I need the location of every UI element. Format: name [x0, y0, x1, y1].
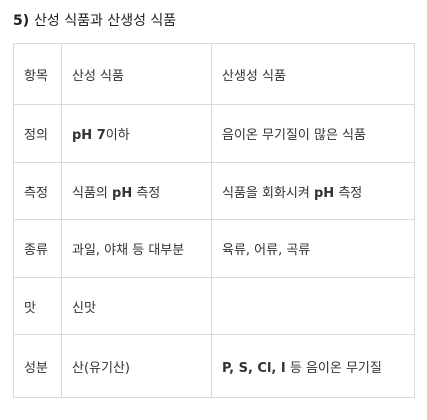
title-number: 5) [13, 13, 30, 29]
acid-forming-food-cell: 음이온 무기질이 많은 식품 [211, 104, 415, 163]
cell-bold-text: pH [314, 185, 335, 201]
acid-forming-food-cell: P, S, Cl, I 등 음이온 무기질 [211, 334, 415, 398]
acid-forming-food-cell [211, 277, 415, 335]
header-acid-food: 산성 식품 [61, 43, 212, 105]
acid-food-cell: 식품의 pH 측정 [61, 162, 212, 220]
cell-text: 산(유기산) [72, 360, 130, 376]
row-item-label: 성분 [13, 334, 62, 398]
table-row: 성분 산(유기산) P, S, Cl, I 등 음이온 무기질 [13, 334, 415, 398]
acid-food-cell: pH 7이하 [61, 104, 212, 163]
header-acid-forming-food: 산생성 식품 [211, 43, 415, 105]
title-text: 산성 식품과 산생성 식품 [34, 13, 177, 29]
cell-text: 측정 [334, 185, 363, 201]
cell-text: 육류, 어류, 곡류 [222, 243, 311, 258]
cell-text: 식품을 회화시켜 [222, 185, 314, 201]
cell-text: 신맛 [72, 300, 96, 316]
row-item-label: 종류 [13, 219, 62, 278]
acid-food-cell: 신맛 [61, 277, 212, 335]
acid-forming-food-cell: 식품을 회화시켜 pH 측정 [211, 162, 415, 220]
cell-text: 이하 [105, 128, 130, 143]
cell-text: 음이온 무기질이 많은 식품 [222, 128, 366, 143]
page-title: 5) 산성 식품과 산생성 식품 [13, 10, 176, 30]
acid-food-cell: 산(유기산) [61, 334, 212, 398]
comparison-table: 항목 산성 식품 산생성 식품 정의 pH 7이하 음이온 무기질이 많은 식품… [13, 43, 415, 398]
row-item-label: 맛 [13, 277, 62, 335]
cell-text: 측정 [132, 185, 161, 201]
row-item-label: 정의 [13, 104, 62, 163]
table-row: 맛 신맛 [13, 277, 415, 335]
acid-forming-food-cell: 육류, 어류, 곡류 [211, 219, 415, 278]
acid-food-cell: 과일, 야채 등 대부분 [61, 219, 212, 278]
table-row: 종류 과일, 야채 등 대부분 육류, 어류, 곡류 [13, 219, 415, 278]
cell-text: 식품의 [72, 185, 113, 201]
cell-bold-text: pH [112, 185, 133, 201]
header-item: 항목 [13, 43, 62, 105]
cell-bold-text: pH 7 [72, 128, 106, 143]
cell-text: 등 음이온 무기질 [285, 360, 382, 376]
table-header-row: 항목 산성 식품 산생성 식품 [13, 43, 415, 105]
cell-bold-text: P, S, Cl, I [222, 360, 286, 376]
cell-text: 과일, 야채 등 대부분 [72, 243, 185, 258]
table-row: 정의 pH 7이하 음이온 무기질이 많은 식품 [13, 104, 415, 163]
table-row: 측정 식품의 pH 측정 식품을 회화시켜 pH 측정 [13, 162, 415, 220]
row-item-label: 측정 [13, 162, 62, 220]
